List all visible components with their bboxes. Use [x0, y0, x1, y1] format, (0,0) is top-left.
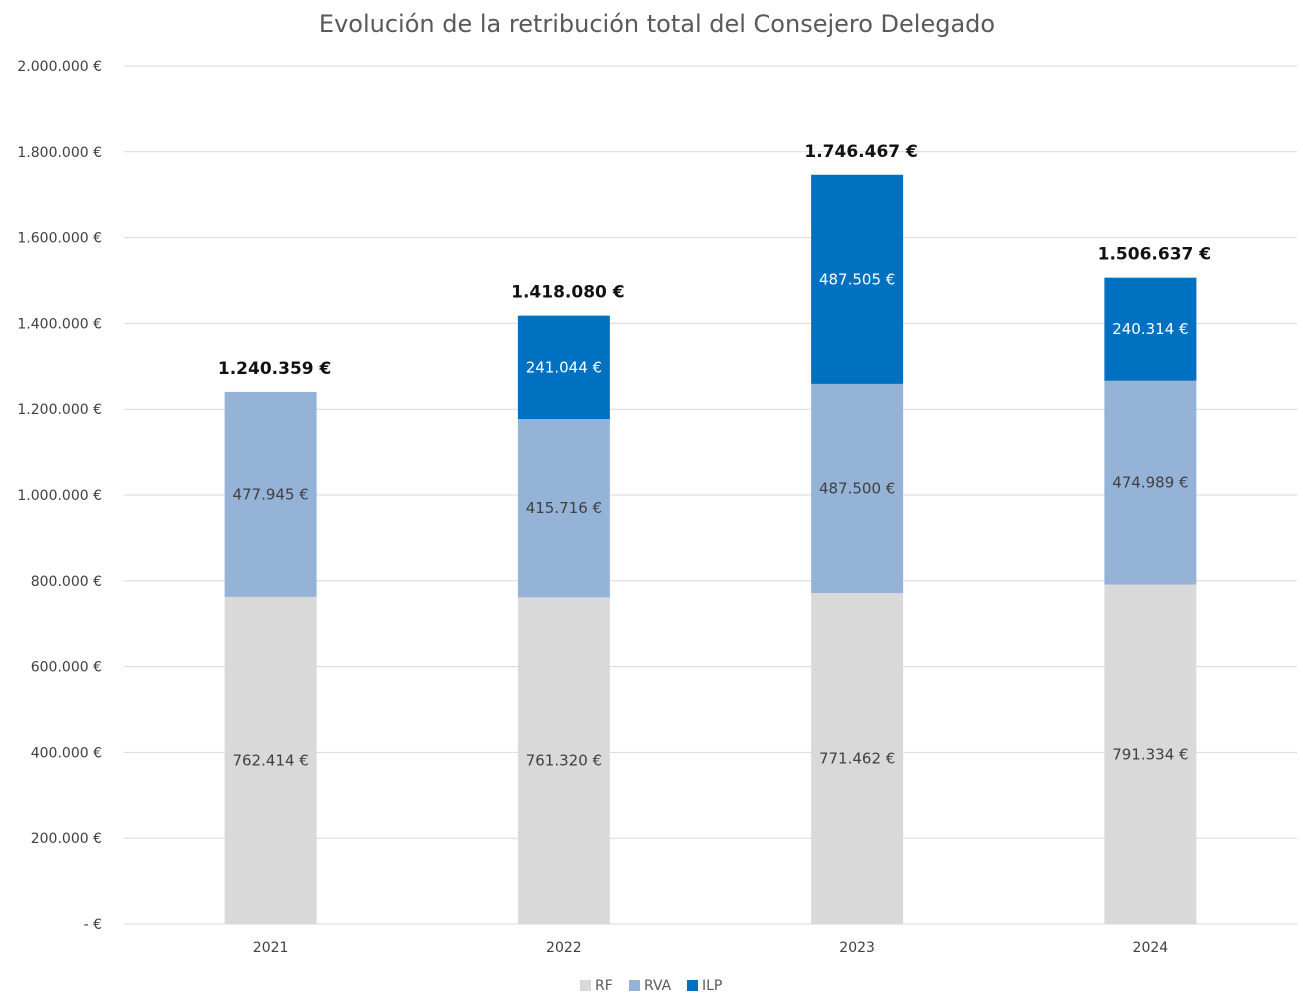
x-tick-label: 2024 — [1133, 940, 1169, 956]
data-label-rva: 474.989 € — [1112, 474, 1188, 492]
bar-segment-rva — [224, 391, 317, 597]
data-label-ilp: 241.044 € — [526, 358, 602, 376]
bar-segment-rva — [811, 383, 904, 594]
y-tick-label: 1.400.000 € — [17, 316, 102, 332]
bar-segment-rf — [811, 593, 904, 924]
bar-segment-rf — [1104, 584, 1197, 924]
legend: RF RVA ILP — [580, 978, 722, 994]
data-label-rva: 415.716 € — [526, 499, 602, 517]
bars: 762.414 € 477.945 € 1.240.359 € 761.320 € 41… — [218, 142, 1211, 924]
data-label-ilp: 240.314 € — [1112, 320, 1188, 338]
x-tick-label: 2021 — [253, 940, 289, 956]
x-axis: 2021 2022 2023 2024 — [253, 940, 1168, 956]
data-label-rva: 477.945 € — [232, 485, 308, 503]
bar-segment-rva — [1104, 380, 1197, 585]
bar-segment-rf — [224, 596, 317, 924]
chart-title: Evolución de la retribución total del Co… — [319, 10, 995, 38]
data-label-rf: 771.462 € — [819, 750, 895, 768]
y-tick-label: 1.600.000 € — [17, 231, 102, 247]
bar-segment-ilp — [1104, 277, 1197, 381]
y-tick-label: 1.800.000 € — [17, 145, 102, 161]
y-tick-label: 2.000.000 € — [17, 59, 102, 75]
total-label: 1.418.080 € — [511, 283, 624, 303]
y-tick-label: 800.000 € — [31, 574, 102, 590]
bar-segment-rva — [517, 419, 610, 598]
x-tick-label: 2023 — [839, 940, 875, 956]
data-label-ilp: 487.505 € — [819, 270, 895, 288]
legend-swatch-rf — [580, 980, 591, 991]
legend-label-rva: RVA — [644, 978, 672, 994]
y-tick-label: 400.000 € — [31, 745, 102, 761]
y-tick-label: 1.000.000 € — [17, 488, 102, 504]
bar-segment-ilp — [811, 174, 904, 384]
data-label-rf: 761.320 € — [526, 752, 602, 770]
y-tick-label: 600.000 € — [31, 660, 102, 676]
x-tick-label: 2022 — [546, 940, 582, 956]
total-label: 1.240.359 € — [218, 359, 331, 379]
legend-swatch-rva — [629, 980, 640, 991]
bar-segment-ilp — [517, 315, 610, 420]
y-tick-label: 200.000 € — [31, 831, 102, 847]
legend-swatch-ilp — [687, 980, 698, 991]
data-label-rf: 762.414 € — [232, 751, 308, 769]
legend-label-ilp: ILP — [702, 978, 722, 994]
data-label-rva: 487.500 € — [819, 479, 895, 497]
y-tick-label: - € — [84, 917, 102, 933]
y-tick-label: 1.200.000 € — [17, 402, 102, 418]
bar-segment-rf — [517, 597, 610, 924]
total-label: 1.746.467 € — [804, 142, 917, 162]
y-axis: - € 200.000 € 400.000 € 600.000 € 800.000 € 1… — [17, 59, 102, 933]
data-label-rf: 791.334 € — [1112, 745, 1188, 763]
total-label: 1.506.637 € — [1098, 245, 1211, 265]
gridlines — [124, 65, 1297, 925]
legend-label-rf: RF — [595, 978, 613, 994]
